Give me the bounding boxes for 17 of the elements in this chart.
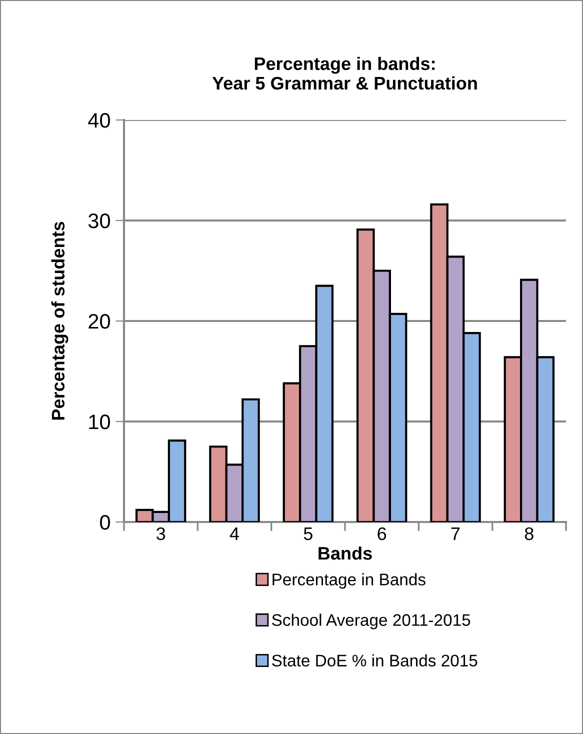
x-tick-label: 8 — [524, 527, 534, 540]
x-tick-label: 3 — [156, 527, 166, 540]
legend-label: School Average 2011-2015 — [272, 614, 470, 630]
y-tick-label: 10 — [89, 414, 110, 430]
y-axis-title: Percentage of students — [51, 222, 68, 420]
y-tick-label: 40 — [88, 113, 110, 128]
y-tick-label: 0 — [100, 515, 110, 530]
x-tick-label: 6 — [378, 527, 386, 540]
x-tick-label: 4 — [230, 528, 239, 540]
legend-label: Percentage in Bands — [272, 573, 426, 589]
x-tick-label: 5 — [304, 528, 312, 540]
legend-label: State DoE % in Bands 2015 — [272, 654, 478, 666]
x-axis-title: Bands — [318, 546, 372, 560]
y-tick-label: 30 — [88, 214, 110, 228]
x-tick-label: 7 — [451, 528, 460, 540]
y-tick-label: 20 — [88, 314, 110, 329]
chart-title: Percentage in bands: Year 5 Grammar & Punctuation — [212, 56, 477, 90]
